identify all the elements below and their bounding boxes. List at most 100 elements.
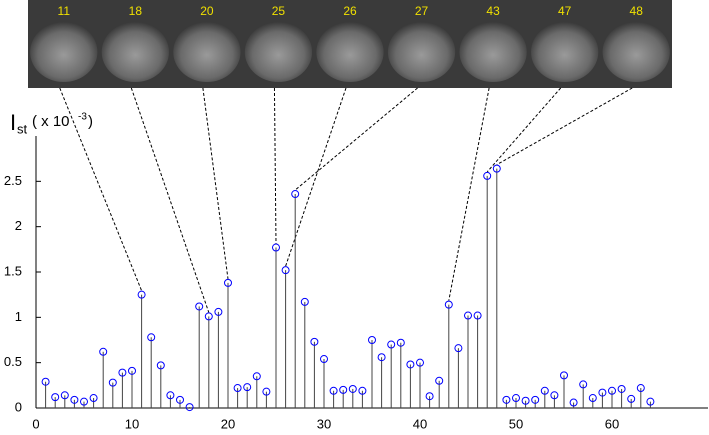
y-tick-label: 1 <box>15 309 22 324</box>
stem-marker <box>252 372 261 381</box>
stem-marker <box>425 392 434 401</box>
stem-marker <box>80 397 88 406</box>
frame-label: 43 <box>486 4 500 18</box>
frame-connector <box>273 87 277 244</box>
frame-label: 27 <box>415 4 429 18</box>
stem-marker <box>483 171 492 180</box>
stem-marker <box>358 386 367 395</box>
y-label-text: ( x 10 <box>32 113 70 130</box>
stem-marker <box>137 290 146 299</box>
stem-marker <box>406 360 415 369</box>
stem-marker <box>540 386 549 395</box>
stem-marker <box>329 386 338 395</box>
frame-image <box>244 22 313 82</box>
stem-marker <box>464 311 472 320</box>
stem-marker <box>454 344 463 353</box>
y-label-main: I <box>10 110 16 135</box>
stem-marker <box>521 396 530 405</box>
stem-marker <box>646 397 655 406</box>
stem-marker <box>281 266 290 275</box>
stem-marker <box>156 361 165 370</box>
y-label-close: ) <box>88 113 93 130</box>
frame-image <box>602 22 670 82</box>
frame-label: 25 <box>272 4 286 18</box>
frame-image <box>30 22 98 82</box>
stem-marker <box>41 377 50 386</box>
stem-marker <box>502 395 511 404</box>
stem-marker <box>89 394 98 403</box>
stem-marker <box>339 385 348 394</box>
x-tick-label: 50 <box>509 416 523 431</box>
stem-marker <box>473 311 482 320</box>
stem-marker <box>512 394 520 403</box>
stem-marker <box>444 300 453 309</box>
x-tick-label: 0 <box>32 416 39 431</box>
frame-image <box>387 22 456 82</box>
stem-marker <box>348 384 357 393</box>
frame-image <box>531 22 599 82</box>
frame-connector <box>285 87 347 267</box>
frame-connector <box>202 87 229 279</box>
frame-label: 18 <box>129 4 143 18</box>
stem-marker <box>166 391 175 400</box>
stem-marker <box>185 403 194 412</box>
x-tick-label: 10 <box>125 416 139 431</box>
stem-marker <box>99 347 108 356</box>
stem-marker <box>70 395 79 404</box>
stem-marker <box>147 333 156 342</box>
y-tick-label: 2 <box>15 218 22 233</box>
frame-connector <box>496 87 633 166</box>
y-label-sup: -3 <box>78 112 87 123</box>
frame-connector <box>486 87 562 173</box>
frame-image <box>459 22 527 82</box>
frame-connector <box>130 87 210 313</box>
stem-marker <box>195 302 204 311</box>
stem-marker <box>588 394 597 403</box>
frame-label: 47 <box>558 4 572 18</box>
y-tick-label: 1.5 <box>4 263 22 278</box>
frame-image <box>173 22 241 82</box>
stem-marker <box>569 398 578 407</box>
stem-marker <box>550 391 559 400</box>
stem-marker <box>636 384 645 393</box>
stem-marker <box>377 353 386 362</box>
stem-marker <box>598 388 607 397</box>
y-tick-label: 2.5 <box>4 173 22 188</box>
stem-marker <box>320 355 328 364</box>
y-tick-label: 0 <box>15 399 22 414</box>
stem-marker <box>51 393 60 402</box>
stem-marker <box>262 387 271 396</box>
frame-connector <box>448 87 490 301</box>
y-tick-label: 0.5 <box>4 354 22 369</box>
stem-marker <box>416 358 424 367</box>
stem-marker <box>435 376 444 385</box>
stem-marker <box>627 394 636 403</box>
stem-marker <box>291 190 300 199</box>
stem-marker <box>233 384 242 393</box>
stem-marker <box>387 340 396 349</box>
stem-marker <box>204 312 213 321</box>
stem-marker <box>608 386 616 395</box>
stem-marker <box>60 391 69 400</box>
stem-marker <box>108 378 117 387</box>
frame-label: 20 <box>200 4 214 18</box>
stem-marker <box>617 384 626 393</box>
frame-connector <box>59 87 143 291</box>
stem-marker <box>243 383 252 392</box>
frame-label: 48 <box>630 4 644 18</box>
frame-label: 26 <box>343 4 357 18</box>
x-tick-label: 60 <box>605 416 619 431</box>
stem-marker <box>310 337 319 346</box>
x-tick-label: 40 <box>413 416 427 431</box>
frame-connector <box>294 87 418 191</box>
stem-marker <box>272 243 280 252</box>
x-tick-label: 30 <box>317 416 331 431</box>
frame-label: 11 <box>58 4 71 18</box>
stem-marker <box>118 368 127 377</box>
stem-marker <box>531 395 540 404</box>
frame-image <box>101 22 169 82</box>
y-label-sub: st <box>17 121 28 136</box>
stem-marker <box>368 336 376 344</box>
stem-marker <box>128 366 136 375</box>
stem-marker <box>224 278 232 287</box>
